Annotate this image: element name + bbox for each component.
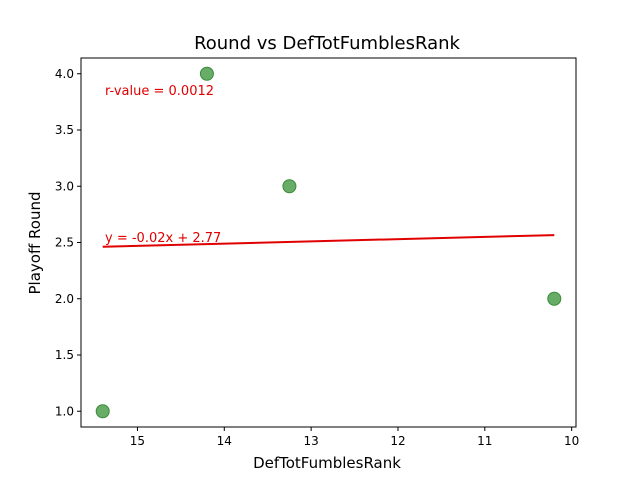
data-point [282, 179, 297, 194]
y-tick-label: 1.5 [55, 348, 74, 362]
r-value-annotation: r-value = 0.0012 [105, 84, 214, 99]
y-tick-label: 2.5 [55, 236, 74, 250]
y-tick-label: 2.0 [55, 292, 74, 306]
data-point [199, 66, 214, 81]
y-tick-label: 3.5 [55, 123, 74, 137]
chart-title: Round vs DefTotFumblesRank [194, 33, 460, 54]
y-tick-label: 3.0 [55, 179, 74, 193]
x-tick-label: 12 [390, 434, 405, 448]
x-tick-label: 14 [217, 434, 232, 448]
regression-equation-annotation: y = -0.02x + 2.77 [105, 231, 221, 246]
data-point [95, 404, 110, 419]
x-tick-label: 10 [564, 434, 579, 448]
y-tick-label: 4.0 [55, 67, 74, 81]
x-tick-label: 15 [130, 434, 145, 448]
y-tick-label: 1.0 [55, 404, 74, 418]
data-point [547, 291, 562, 306]
y-axis-title: Playoff Round [26, 191, 44, 294]
x-axis-title: DefTotFumblesRank [253, 454, 401, 472]
x-tick-label: 13 [303, 434, 318, 448]
plot-area: 15 14 13 12 11 10 1.0 1.5 2.0 2.5 3.0 3.5 4.0 [55, 57, 579, 448]
x-tick-label: 11 [477, 434, 492, 448]
regression-line [102, 234, 555, 248]
